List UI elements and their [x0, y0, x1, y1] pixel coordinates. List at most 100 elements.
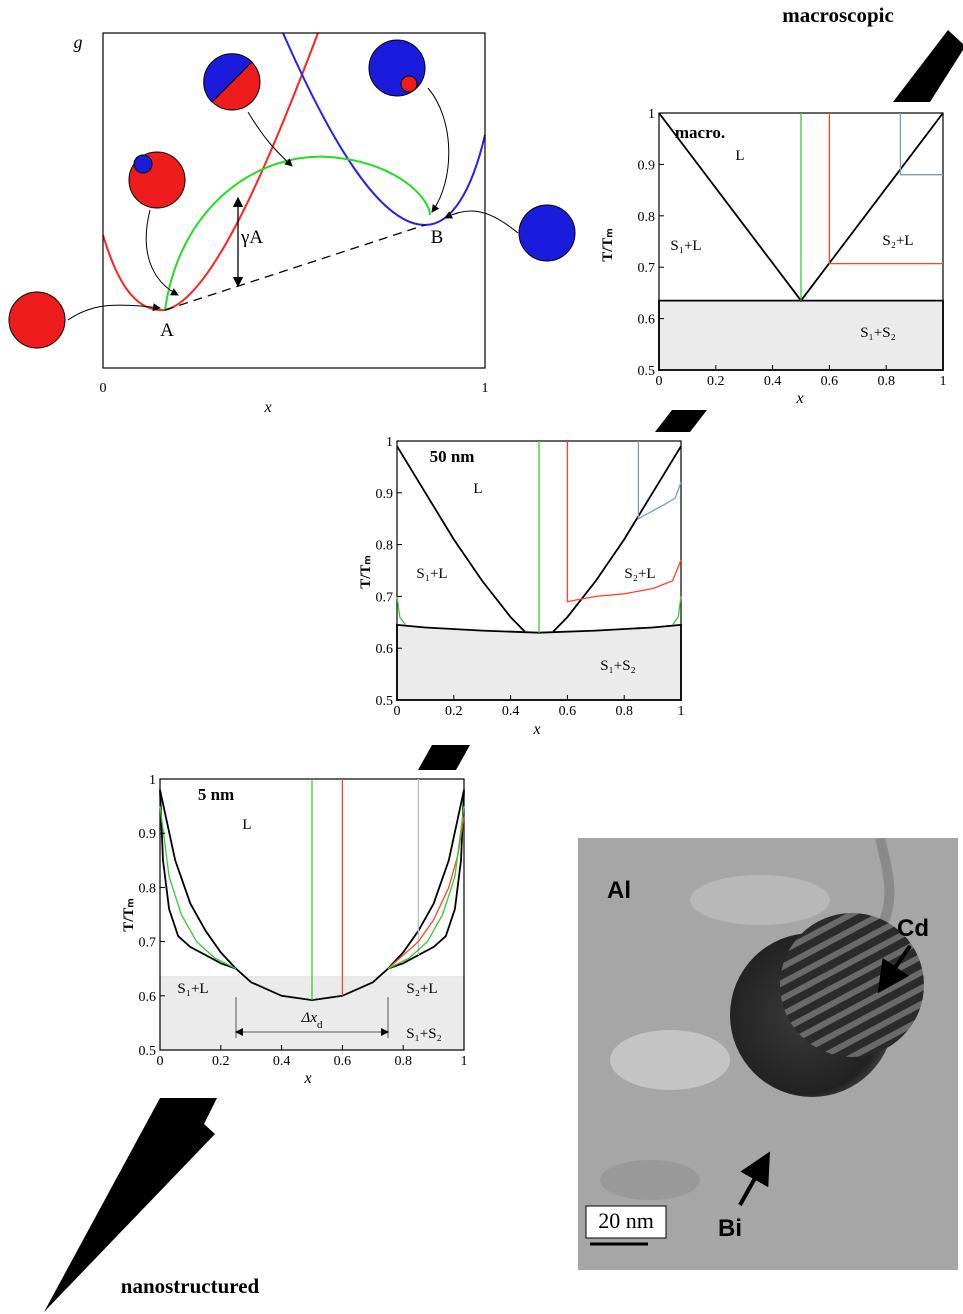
arrow — [427, 87, 450, 213]
x-tick-label: 1 — [940, 374, 947, 389]
x-tick-label: 0.2 — [212, 1054, 230, 1069]
line — [637, 441, 682, 520]
region-label: S₁+S₂ — [600, 658, 636, 674]
y-tick-label: 0.7 — [376, 590, 394, 605]
tem-arrow — [738, 1151, 770, 1206]
x-tick-label: 0.6 — [334, 1054, 352, 1069]
region-label: L — [473, 481, 482, 497]
y-tick-label: 1 — [149, 773, 156, 788]
x-tick-label: 1 — [461, 1054, 468, 1069]
x-tick-label: 1 — [678, 704, 685, 719]
icon-blue — [518, 204, 576, 262]
y-tick-label: 0.9 — [139, 827, 157, 842]
tem-texture — [690, 875, 830, 925]
x-tick-label: 0.6 — [821, 374, 839, 389]
span-label-sub: d — [317, 1019, 323, 1031]
icon-inclusion — [133, 154, 153, 174]
panel: macro. L S₁+L S₂+L S₁+S₂ 0.5 0.6 0.7 0.8 0.9 1 0 0.2… — [600, 107, 947, 407]
x-tick-label: 0.6 — [559, 704, 577, 719]
x-axis-label: x — [532, 721, 540, 738]
zoom-arrow — [418, 745, 470, 770]
y-axis-label: T/Tₘ — [358, 555, 374, 589]
tem-label: Cd — [897, 915, 929, 942]
region-label: S₁+S₂ — [406, 1026, 442, 1042]
zoom-arrow — [44, 1098, 217, 1312]
region-label: L — [242, 817, 251, 833]
y-axis-label: g — [74, 32, 83, 52]
green-curve — [164, 155, 431, 311]
area — [658, 299, 944, 371]
x-tick-label: 1 — [482, 381, 489, 396]
line — [828, 113, 943, 265]
y-axis-label: T/Tₘ — [121, 898, 137, 932]
red-curve — [102, 32, 319, 312]
x-tick-label: 0.2 — [707, 374, 725, 389]
y-tick-label: 0.5 — [638, 364, 656, 379]
region-label: S₁+L — [416, 566, 447, 582]
y-tick-label: 1 — [648, 107, 655, 122]
annotation: B — [431, 227, 444, 248]
tem-label: Bi — [718, 1215, 742, 1242]
caption-bottom: nanostructured — [121, 1274, 260, 1298]
annotation: A — [160, 320, 174, 341]
x-tick-label: 0.8 — [877, 374, 895, 389]
y-axis-label: T/Tₘ — [600, 228, 616, 262]
line — [396, 596, 682, 626]
x-tick-label: 0.4 — [502, 704, 520, 719]
arrow — [145, 209, 179, 296]
scale-label: 20 nm — [598, 1208, 654, 1233]
region-label: S₂+L — [406, 981, 437, 997]
line — [566, 441, 682, 603]
area — [396, 623, 682, 701]
span-label-main: Δx — [301, 1010, 318, 1026]
tem-arrow — [877, 944, 912, 994]
icon-red — [8, 291, 66, 349]
y-tick-label: 0.9 — [638, 158, 656, 173]
arrow — [444, 210, 519, 234]
arrow — [247, 111, 293, 167]
line — [899, 113, 943, 176]
y-tick-label: 0.7 — [139, 936, 157, 951]
zoom-arrow — [893, 30, 963, 102]
scale-box — [585, 1205, 667, 1239]
common-tangent — [164, 224, 426, 311]
line — [159, 789, 465, 970]
y-tick-label: 1 — [386, 435, 393, 450]
panel: 5 nm L S₁+L S₂+L S₁+S₂ 0.5 0.6 0.7 0.8 0.9 1 Δxd 0 0.… — [121, 773, 468, 1087]
panel: A BγA 0 1 x g — [74, 32, 489, 416]
plot-frame — [102, 32, 486, 369]
icon-inclusion — [400, 75, 418, 93]
x-tick-label: 0.2 — [445, 704, 463, 719]
caption-top: macroscopic — [782, 3, 894, 27]
micrograph — [578, 838, 958, 1270]
schematic-curves — [102, 32, 486, 312]
region-label: L — [735, 148, 744, 164]
y-tick-label: 0.8 — [638, 210, 656, 225]
y-tick-label: 0.8 — [376, 539, 394, 554]
x-tick-label: 0 — [656, 374, 663, 389]
span-label: Δxd — [301, 1010, 323, 1031]
panel: 50 nm L S₁+L S₂+L S₁+S₂ 0.5 0.6 0.7 0.8 0.9 1 0 0.2 0… — [358, 435, 685, 738]
tem-texture — [610, 1030, 730, 1090]
y-tick-label: 0.7 — [638, 261, 656, 276]
x-tick-label: 0.8 — [394, 1054, 412, 1069]
panel-title: 5 nm — [198, 785, 234, 804]
x-axis-label: x — [263, 399, 271, 416]
x-tick-label: 0.4 — [273, 1054, 291, 1069]
annotation: γA — [240, 227, 263, 248]
x-axis-label: x — [303, 1070, 311, 1087]
line — [552, 445, 682, 633]
x-tick-label: 0 — [157, 1054, 164, 1069]
grain-icons — [8, 39, 576, 349]
y-tick-label: 0.5 — [376, 694, 394, 709]
y-tick-label: 0.6 — [139, 990, 157, 1005]
tem-texture — [600, 1160, 700, 1200]
x-tick-label: 0.4 — [764, 374, 782, 389]
region-label: S₁+L — [177, 981, 208, 997]
y-tick-label: 0.6 — [376, 642, 394, 657]
x-tick-label: 0 — [100, 381, 107, 396]
line — [396, 445, 526, 633]
y-tick-label: 0.5 — [139, 1044, 157, 1059]
zoom-arrow — [655, 410, 707, 432]
